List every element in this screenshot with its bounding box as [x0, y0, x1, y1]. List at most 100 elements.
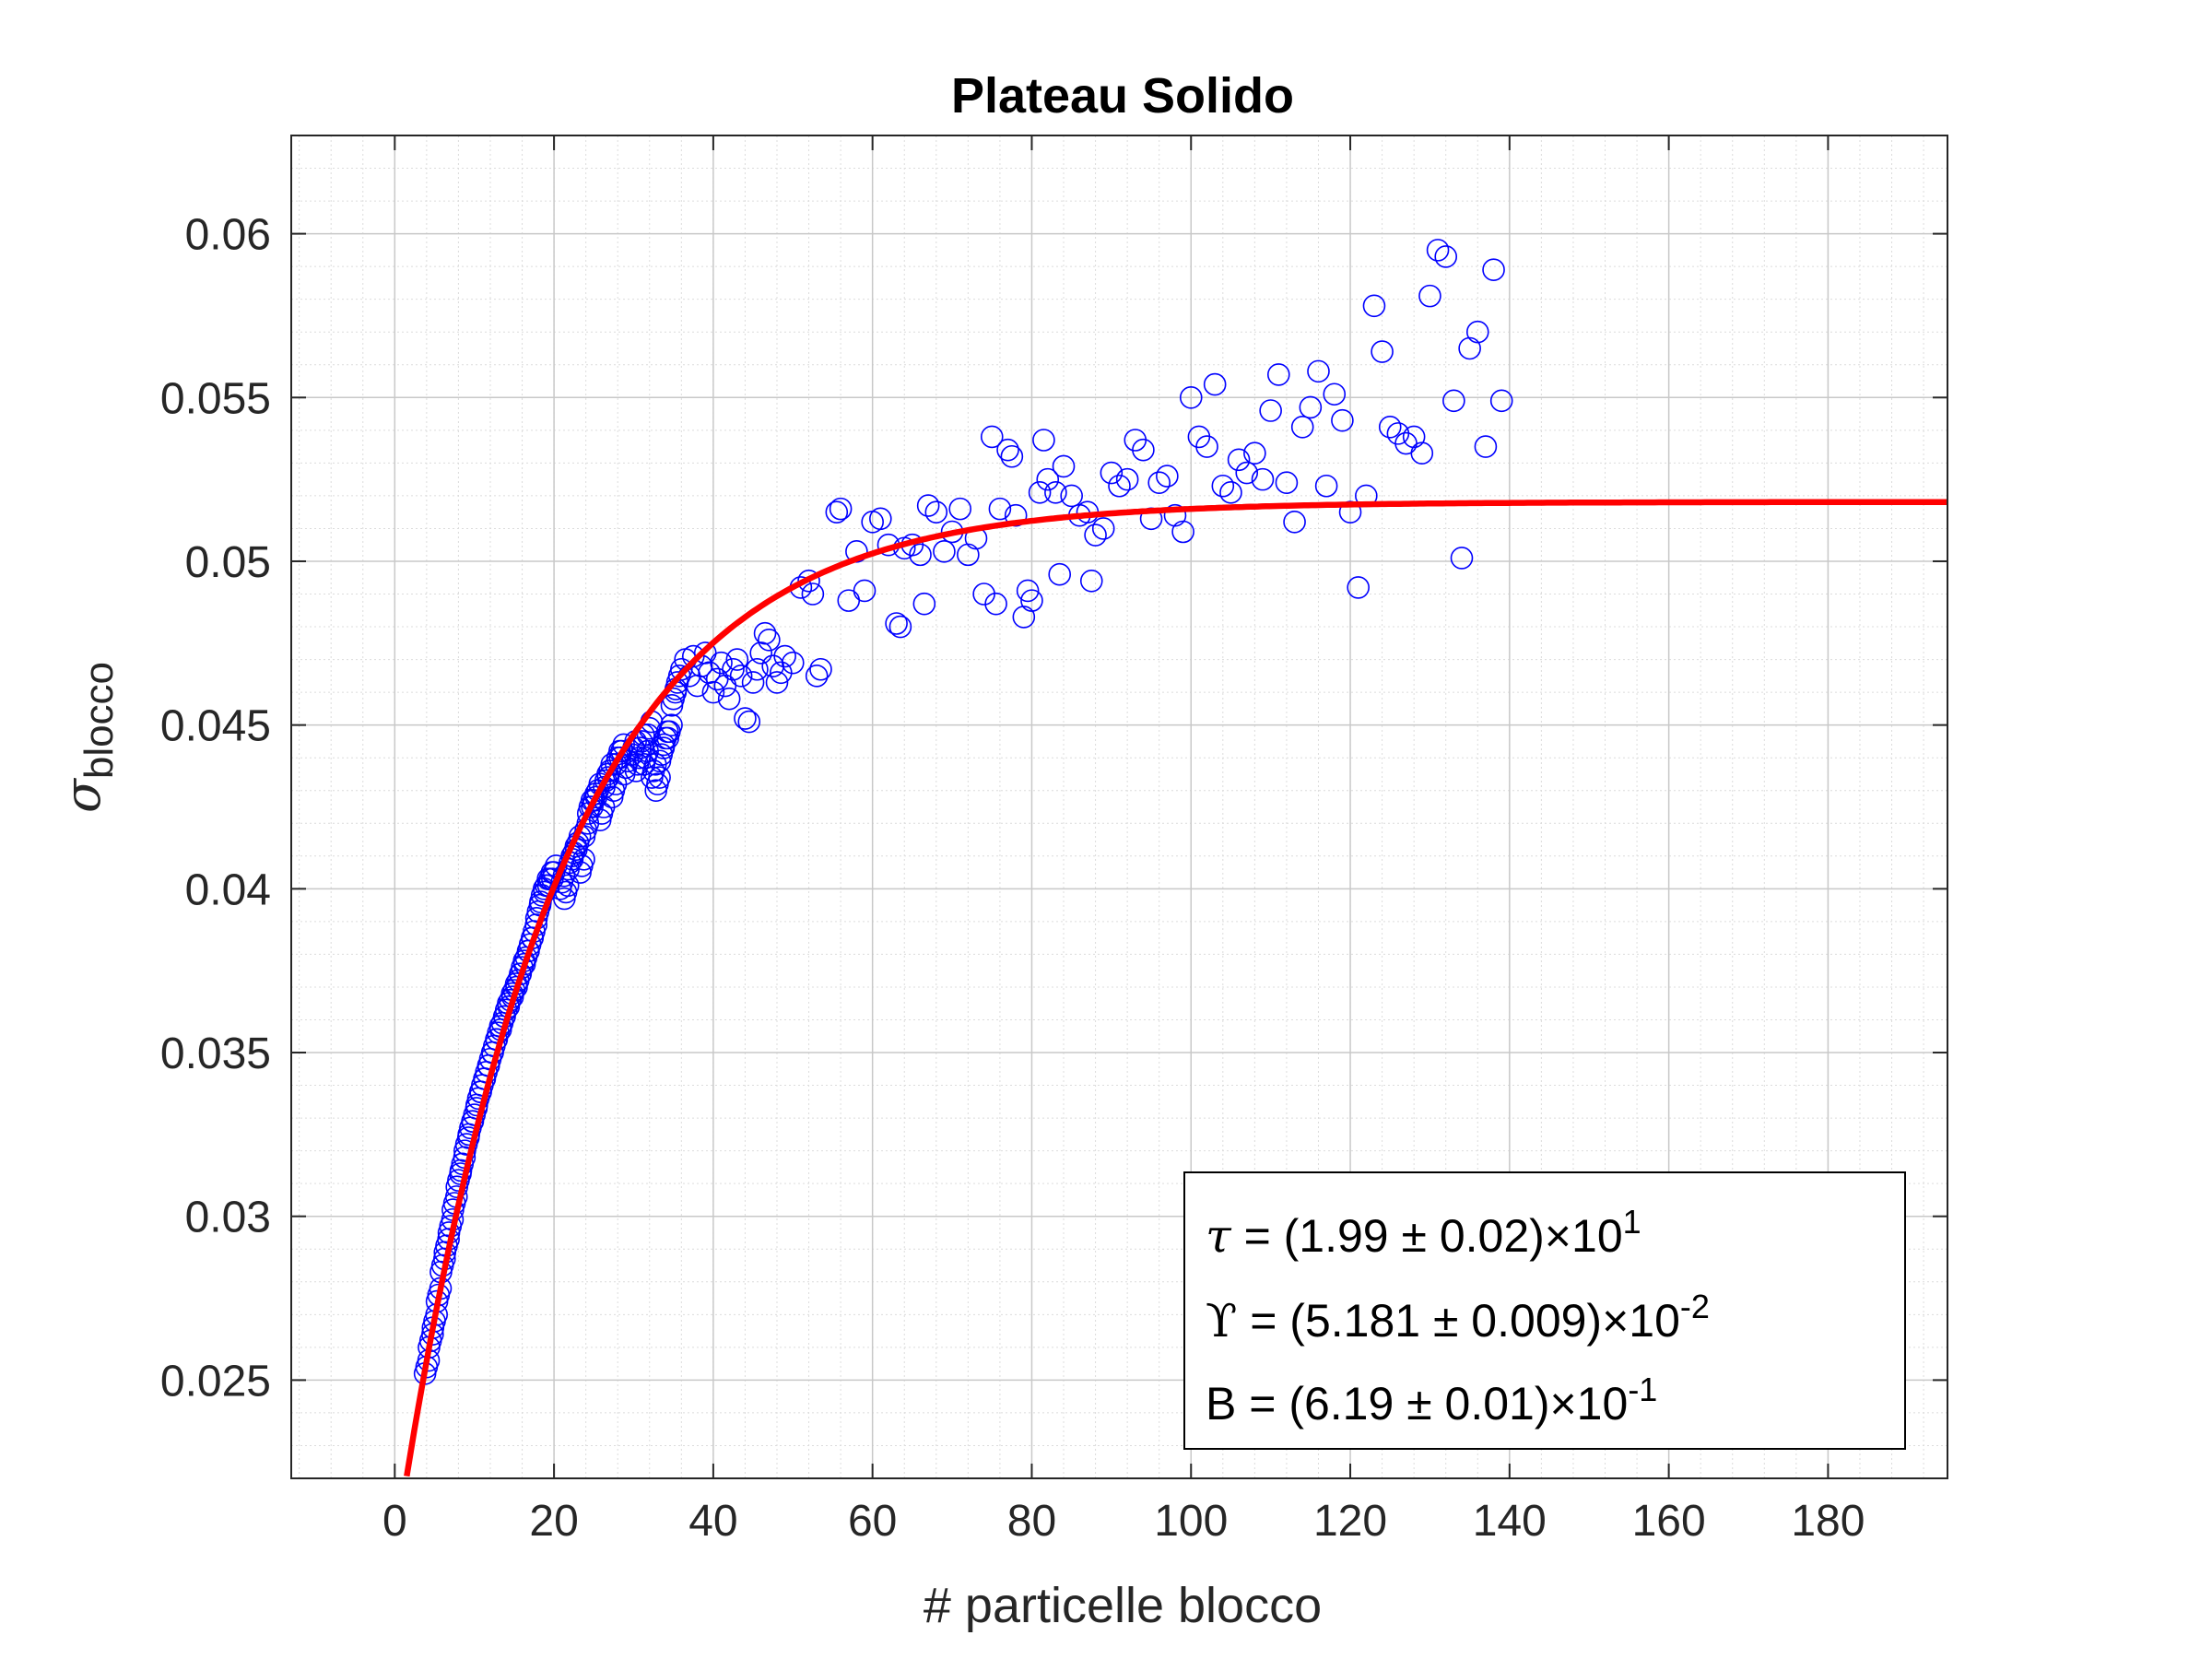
data-point — [1032, 429, 1055, 452]
data-point — [1426, 239, 1450, 262]
data-point — [1378, 415, 1402, 439]
data-point — [1108, 474, 1131, 498]
data-point — [1489, 389, 1513, 413]
x-axis-label: # particelle blocco — [924, 1578, 1322, 1633]
data-point — [701, 680, 725, 704]
axes-frame — [290, 135, 1948, 1479]
data-point — [1028, 481, 1052, 504]
data-point — [1458, 336, 1481, 360]
data-point — [1307, 359, 1330, 383]
data-point — [1227, 448, 1251, 472]
y-axis-label-symbol: σ — [53, 777, 112, 813]
y-axis-label-subscript: blocco — [76, 662, 122, 779]
tau-parameter: τ = (1.99 ± 0.02)×101 — [1206, 1203, 1641, 1263]
fit-parameters-frame — [1183, 1171, 1906, 1450]
data-point — [853, 579, 877, 603]
data-point — [1331, 408, 1354, 432]
data-point — [1004, 503, 1028, 527]
data-point — [644, 779, 667, 803]
data-point — [729, 665, 753, 688]
data-point — [1156, 465, 1179, 488]
data-point — [885, 612, 908, 635]
b-parameter: B = (6.19 ± 0.01)×10-1 — [1206, 1371, 1657, 1430]
data-point — [453, 1139, 477, 1162]
y-tick-label: 0.025 — [160, 1357, 271, 1406]
data-point — [670, 657, 693, 681]
data-point — [980, 425, 1004, 449]
data-point — [1266, 363, 1290, 386]
data-point — [797, 569, 820, 593]
data-point — [737, 710, 761, 734]
data-point — [1347, 576, 1370, 599]
data-point — [710, 651, 733, 675]
data-point — [600, 785, 624, 809]
data-point — [1450, 547, 1474, 570]
data-point — [653, 733, 676, 757]
data-point — [924, 500, 948, 524]
data-point — [725, 648, 749, 671]
chart-title: Plateau Solido — [951, 68, 1294, 124]
data-point — [933, 540, 956, 563]
data-point — [1235, 461, 1259, 485]
data-point — [686, 674, 709, 698]
data-point — [734, 707, 757, 730]
data-point — [1465, 320, 1489, 344]
data-point — [660, 694, 684, 717]
data-point — [746, 657, 769, 681]
data-point — [758, 628, 781, 652]
data-point — [825, 500, 849, 524]
data-point — [445, 1175, 469, 1199]
data-point — [1060, 484, 1083, 508]
data-point — [596, 766, 620, 789]
data-point — [1091, 517, 1115, 540]
data-point — [1036, 467, 1060, 491]
data-point — [888, 615, 912, 639]
fit-parameters-box: τ = (1.99 ± 0.02)×101 ϒ = (5.181 ± 0.009… — [1183, 1171, 1906, 1450]
y-tick-label: 0.045 — [160, 702, 271, 751]
data-point — [801, 582, 825, 606]
y-tick-labels: 0.025 0.03 0.035 0.04 0.045 0.05 0.055 0.06 — [160, 211, 271, 1406]
data-point — [572, 848, 595, 871]
data-point — [1243, 441, 1266, 465]
data-point — [1195, 435, 1218, 458]
data-point — [1171, 520, 1194, 544]
data-point — [1362, 294, 1386, 318]
data-points — [413, 239, 1513, 1385]
data-point — [1115, 467, 1139, 491]
y-tick-label: 0.04 — [185, 865, 271, 914]
data-point — [1020, 589, 1043, 612]
data-point — [1371, 340, 1394, 363]
data-point — [1048, 562, 1072, 586]
data-point — [781, 651, 805, 675]
data-point — [1132, 438, 1155, 462]
data-point — [829, 497, 853, 521]
data-point — [576, 802, 600, 825]
data-point — [753, 621, 777, 645]
data-point — [988, 497, 1012, 521]
data-point — [741, 671, 765, 694]
data-point — [1275, 471, 1299, 494]
y-tick-label: 0.06 — [185, 211, 271, 260]
data-point — [809, 657, 832, 681]
data-point — [1079, 569, 1103, 593]
data-point — [1016, 579, 1040, 603]
data-point — [1084, 524, 1107, 547]
data-point — [1044, 481, 1067, 504]
y-axis-label: σblocco — [53, 662, 122, 813]
data-point — [1052, 454, 1076, 478]
data-point — [909, 543, 932, 567]
data-point — [648, 749, 672, 773]
data-point — [1163, 503, 1187, 527]
data-point — [1283, 511, 1306, 534]
data-point — [1442, 389, 1465, 413]
data-point — [1000, 444, 1024, 468]
data-point — [1410, 441, 1434, 465]
data-point — [1203, 372, 1227, 396]
data-point — [588, 808, 612, 832]
x-tick-label: 20 — [529, 1497, 578, 1546]
x-tick-label: 0 — [382, 1497, 407, 1546]
data-point — [717, 687, 741, 711]
data-point — [984, 592, 1007, 616]
data-point — [912, 592, 936, 616]
